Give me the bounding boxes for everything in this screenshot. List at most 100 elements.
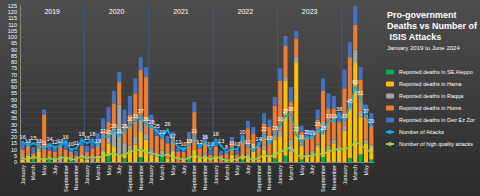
svg-text:Reported deaths in Hama: Reported deaths in Hama xyxy=(399,81,463,87)
svg-text:45: 45 xyxy=(347,98,353,104)
svg-text:16: 16 xyxy=(63,134,69,140)
svg-text:May: May xyxy=(299,165,305,176)
svg-text:Deaths vs Number of: Deaths vs Number of xyxy=(387,21,478,31)
svg-text:37: 37 xyxy=(138,108,144,114)
svg-text:45: 45 xyxy=(11,103,17,109)
svg-text:10: 10 xyxy=(234,141,240,147)
svg-text:16: 16 xyxy=(202,134,208,140)
svg-text:January: January xyxy=(84,165,90,185)
svg-text:November: November xyxy=(202,165,208,191)
svg-text:15: 15 xyxy=(11,140,17,146)
svg-text:13: 13 xyxy=(186,138,192,144)
svg-text:20: 20 xyxy=(105,129,111,135)
svg-text:March: March xyxy=(224,165,230,180)
svg-text:125: 125 xyxy=(8,3,17,9)
svg-text:19: 19 xyxy=(309,130,315,136)
svg-text:51: 51 xyxy=(358,90,364,96)
svg-text:September: September xyxy=(191,165,197,192)
svg-text:110: 110 xyxy=(8,22,17,28)
svg-text:8: 8 xyxy=(225,144,228,150)
svg-text:May: May xyxy=(170,165,176,176)
svg-text:May: May xyxy=(234,165,240,176)
svg-text:January: January xyxy=(213,165,219,185)
svg-text:20: 20 xyxy=(159,129,165,135)
svg-text:November: November xyxy=(138,165,144,191)
svg-text:March: March xyxy=(159,165,165,180)
svg-text:September: September xyxy=(127,165,133,192)
svg-text:January 2019 to June 2024: January 2019 to June 2024 xyxy=(387,45,460,51)
svg-text:95: 95 xyxy=(11,40,17,46)
svg-text:115: 115 xyxy=(8,15,17,21)
svg-text:105: 105 xyxy=(8,28,17,34)
svg-text:20: 20 xyxy=(240,129,246,135)
svg-text:35: 35 xyxy=(11,115,17,121)
svg-text:29: 29 xyxy=(368,118,374,124)
svg-text:Pro-government: Pro-government xyxy=(387,10,459,20)
svg-text:July: July xyxy=(181,165,187,175)
svg-text:January: January xyxy=(20,165,26,185)
svg-text:March: March xyxy=(95,165,101,180)
svg-text:120: 120 xyxy=(8,9,17,15)
svg-text:September: September xyxy=(256,165,262,192)
svg-text:2022: 2022 xyxy=(237,8,253,15)
svg-text:25: 25 xyxy=(122,123,128,129)
svg-text:Number of high quality attacks: Number of high quality attacks xyxy=(399,141,473,147)
svg-text:17: 17 xyxy=(170,133,176,139)
svg-text:38: 38 xyxy=(288,106,294,112)
svg-text:0: 0 xyxy=(14,159,17,165)
svg-text:March: March xyxy=(352,165,358,180)
svg-text:40: 40 xyxy=(11,109,17,115)
svg-text:January: January xyxy=(148,165,154,185)
svg-text:November: November xyxy=(73,165,79,191)
svg-text:May: May xyxy=(41,165,47,176)
svg-text:January: January xyxy=(342,165,348,185)
svg-text:5: 5 xyxy=(14,153,17,159)
svg-text:ISIS Attacks: ISIS Attacks xyxy=(387,32,441,42)
svg-text:13: 13 xyxy=(218,138,224,144)
svg-text:75: 75 xyxy=(11,65,17,71)
svg-text:2021: 2021 xyxy=(173,8,189,15)
svg-text:May: May xyxy=(363,165,369,176)
svg-text:18: 18 xyxy=(213,131,219,137)
svg-text:12: 12 xyxy=(245,139,251,145)
svg-text:July: July xyxy=(116,165,122,175)
svg-text:23: 23 xyxy=(320,125,326,131)
svg-text:September: September xyxy=(63,165,69,192)
svg-text:September: September xyxy=(320,165,326,192)
svg-text:20: 20 xyxy=(11,134,17,140)
svg-text:30: 30 xyxy=(277,116,283,122)
svg-text:70: 70 xyxy=(11,72,17,78)
svg-text:18: 18 xyxy=(89,131,95,137)
svg-text:21: 21 xyxy=(191,128,197,134)
svg-text:2020: 2020 xyxy=(109,8,125,15)
svg-text:38: 38 xyxy=(336,106,342,112)
svg-text:Number of Attacks: Number of Attacks xyxy=(399,129,444,135)
svg-text:Reported deaths in Homs: Reported deaths in Homs xyxy=(399,105,462,111)
svg-text:22: 22 xyxy=(293,126,299,132)
svg-text:80: 80 xyxy=(11,59,17,65)
svg-text:14: 14 xyxy=(256,136,262,142)
svg-text:100: 100 xyxy=(8,34,17,40)
svg-text:Reported deaths in SE Aleppo: Reported deaths in SE Aleppo xyxy=(399,69,473,75)
svg-text:11: 11 xyxy=(73,140,79,146)
svg-text:July: July xyxy=(245,165,251,175)
svg-text:2023: 2023 xyxy=(302,8,318,15)
svg-text:65: 65 xyxy=(11,78,17,84)
svg-text:22: 22 xyxy=(261,126,267,132)
svg-text:9: 9 xyxy=(252,143,255,149)
svg-text:July: July xyxy=(52,165,58,175)
svg-text:25: 25 xyxy=(11,128,17,134)
svg-text:2019: 2019 xyxy=(44,8,60,15)
svg-text:November: November xyxy=(331,165,337,191)
svg-text:60: 60 xyxy=(352,79,358,85)
svg-text:33: 33 xyxy=(341,113,347,119)
svg-text:10: 10 xyxy=(11,147,17,153)
svg-text:March: March xyxy=(288,165,294,180)
svg-text:15: 15 xyxy=(266,135,272,141)
svg-text:10: 10 xyxy=(207,141,213,147)
svg-text:March: March xyxy=(30,165,36,180)
svg-text:33: 33 xyxy=(331,113,337,119)
svg-text:13: 13 xyxy=(95,138,101,144)
svg-text:60: 60 xyxy=(11,84,17,90)
svg-text:37: 37 xyxy=(363,108,369,114)
